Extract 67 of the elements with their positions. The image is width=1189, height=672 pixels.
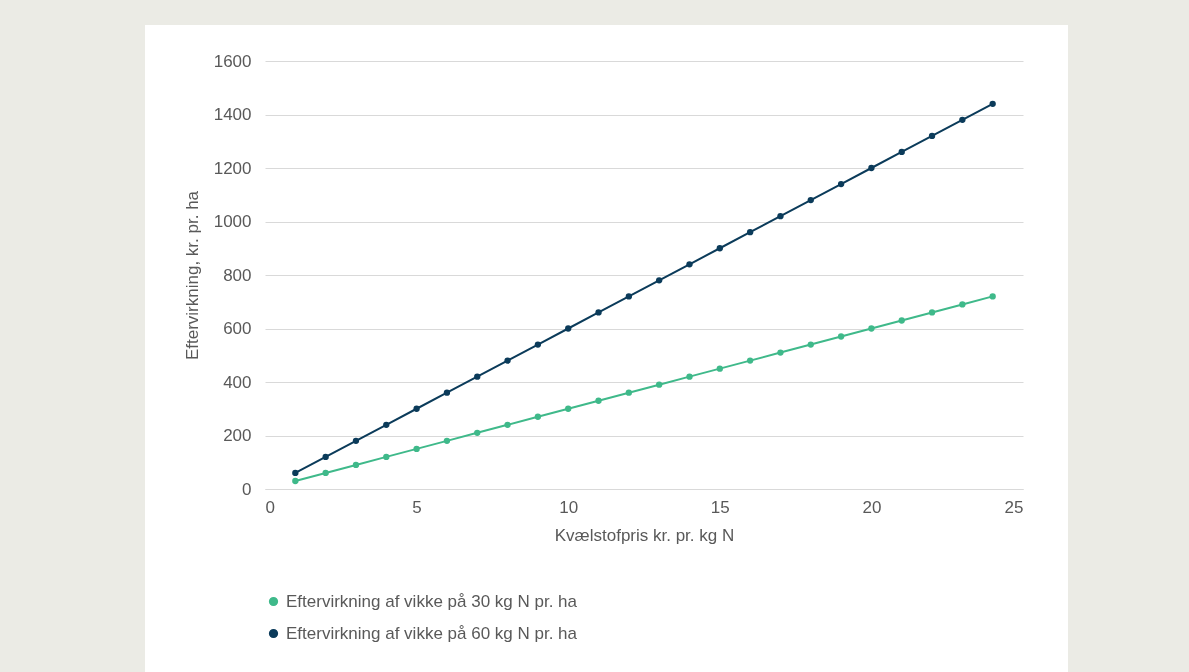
y-tick-label: 0 [242,479,252,499]
point [595,397,602,404]
point [534,341,542,348]
point [413,405,420,412]
point [898,317,905,324]
point [504,421,511,428]
point [474,429,481,436]
y-axis-title: Eftervirkning, kr. pr. ha [182,190,202,361]
point [565,325,572,332]
x-tick-label: 25 [1004,497,1024,517]
point [686,261,693,268]
point [504,357,511,364]
point [413,445,420,453]
x-tick-label: 0 [265,497,275,517]
legend-label: Eftervirkning af vikke på 30 kg N pr. ha [286,591,578,611]
point [989,100,996,107]
point [383,453,390,461]
point [959,116,966,124]
point [625,293,632,300]
point [746,357,754,364]
point [322,453,329,461]
point [959,301,966,308]
y-tick-label: 1200 [213,158,252,178]
y-tick-label: 600 [223,319,252,338]
x-tick-label: 15 [710,497,730,517]
point [292,469,299,477]
point [352,461,360,469]
x-axis-title: Kvælstofpris kr. pr. kg N [554,525,735,545]
point [746,229,754,236]
point [837,333,845,340]
point [534,413,542,420]
point [474,373,481,380]
point [868,325,875,332]
point [656,277,663,284]
point [989,293,996,300]
point [807,341,814,348]
x-tick-label: 5 [412,497,422,517]
point [837,180,845,188]
point [292,477,299,485]
point [443,389,451,396]
point [383,421,390,428]
point [686,373,693,380]
x-tick-label: 10 [559,497,579,517]
point [322,469,329,477]
point [352,437,360,445]
y-tick-label: 400 [223,372,252,392]
point [898,148,905,156]
legend-label: Eftervirkning af vikke på 60 kg N pr. ha [286,623,578,643]
y-tick-label: 1000 [213,212,252,231]
point [807,196,814,204]
point [656,381,663,388]
y-tick-label: 1600 [213,51,252,71]
point [565,405,572,412]
point [716,245,723,252]
point [868,164,875,172]
y-tick-label: 1400 [213,105,252,124]
x-tick-label: 20 [862,497,882,517]
y-tick-label: 800 [223,265,252,285]
point [716,365,723,372]
point [443,437,451,445]
point [625,389,632,396]
y-tick-label: 200 [223,426,252,445]
point [777,212,784,220]
point [928,132,936,140]
point [595,309,602,316]
point [777,349,784,356]
point [928,309,936,316]
